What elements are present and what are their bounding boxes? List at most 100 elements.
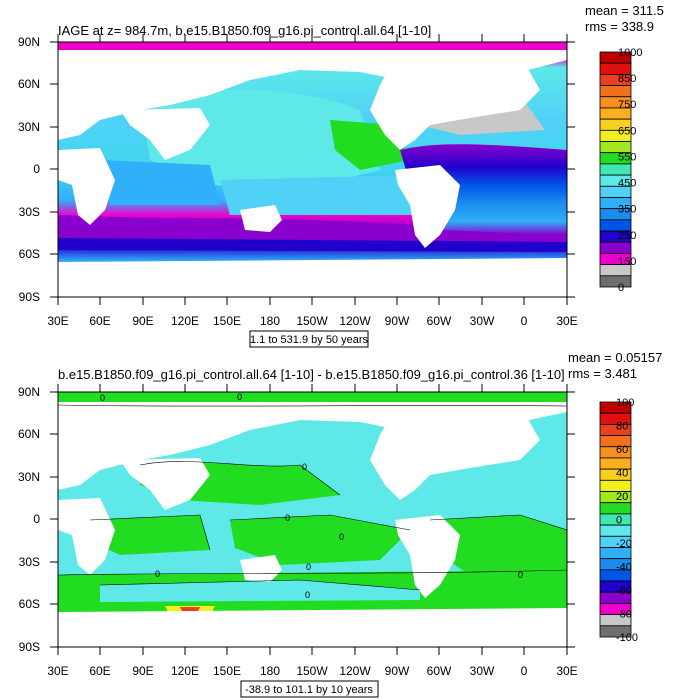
panel-2-contour-label: 0 (306, 562, 311, 572)
panel-2-zone-b (230, 515, 410, 565)
panel-2-land (58, 402, 567, 647)
panel-1-land-asia-south (120, 108, 210, 160)
panel-1-rms: rms = 338.9 (585, 19, 654, 34)
panel-1-contour-info-box (249, 330, 369, 348)
panel-2-map: 0 0 0 0 0 0 0 0 0 (58, 392, 567, 647)
panel-2-xtick: 150E (213, 664, 241, 678)
panel-1-xtick: 120E (171, 314, 199, 328)
panel-1-xtick: 150E (213, 314, 241, 328)
panel-1-indian-ocean-band (100, 160, 220, 205)
panel-1-colorbar-label: 750 (618, 99, 636, 111)
panel-2-land-north-america (370, 405, 540, 500)
panel-1-colorbar-label: 350 (618, 204, 636, 216)
panel-1-ytick: 30S (19, 205, 40, 219)
panel-1-southern-ocean-deep (58, 238, 567, 252)
panel-2-contour-label: 0 (339, 532, 344, 542)
panel-1-map (58, 42, 567, 297)
panel-2-colorbar-box (599, 479, 632, 492)
panel-2-anomaly-patch (180, 607, 200, 611)
panel-1-xtick: 90E (132, 314, 153, 328)
panel-2-contour-label: 0 (155, 569, 160, 579)
panel-2-colorbar-label: 0 (616, 515, 622, 527)
panel-2-colorbar-label: 60 (616, 444, 628, 456)
panel-2-contour-label: 0 (518, 570, 523, 580)
panel-2-land-australia (240, 555, 282, 582)
panel-2-arctic-band (58, 392, 567, 402)
panel-2-ytick: 90N (18, 385, 40, 399)
panel-1-colorbar-label: 650 (618, 125, 636, 137)
panel-2-xtick: 60W (427, 664, 452, 678)
panel-1-x-tick-labels: 30E 60E 90E 120E 150E 180 150W 120W 90W … (47, 314, 577, 328)
panel-1-xtick: 30E (47, 314, 68, 328)
panel-1-land-africa (58, 148, 115, 225)
panel-1-xtick: 60E (89, 314, 110, 328)
panel-1-ytick: 90S (19, 290, 40, 304)
panel-2-contour-label: 0 (302, 462, 307, 472)
panel-2-colorbar-label: 100 (616, 397, 634, 409)
panel-1-ytick: 90N (18, 35, 40, 49)
panel-2-colorbar-label: -40 (616, 562, 632, 574)
panel-1-land-north-america (370, 55, 540, 150)
panel-1-title: IAGE at z= 984.7m, b.e15.B1850.f09_g16.p… (58, 23, 431, 38)
panel-2-colorbar-label: -60 (616, 585, 632, 597)
panel-2-xtick: 60E (89, 664, 110, 678)
panel-2-x-tick-labels: 30E 60E 90E 120E 150E 180 150W 120W 90W … (47, 664, 577, 678)
panel-1-xtick: 150W (296, 314, 328, 328)
panel-1-xtick: 180 (260, 314, 280, 328)
panel-2-contour-info-box (240, 680, 379, 698)
panel-1-colorbar-label: 1000 (618, 47, 642, 59)
panel-2-colorbar-label: -100 (616, 632, 638, 644)
panel-2-land-africa (58, 498, 115, 575)
panel-1-colorbar-label: 250 (618, 230, 636, 242)
panel-2-mean: mean = 0.05157 (568, 350, 662, 365)
panel-2-xtick: 120W (339, 664, 371, 678)
panel-1-axis-ticks (50, 34, 575, 305)
panel-1-land-australia (240, 205, 282, 232)
panel-2-ytick: 30N (18, 470, 40, 484)
panel-2-xtick: 90W (385, 664, 410, 678)
panel-2-xtick: 30E (556, 664, 577, 678)
panel-2-ytick: 90S (19, 640, 40, 654)
panel-1-xtick: 30E (556, 314, 577, 328)
panel-2-colorbar: 100 80 60 40 20 0 -20 -40 -60 -80 -100 (599, 397, 638, 644)
panel-1-contour-info: 1.1 to 531.9 by 50 years (250, 334, 369, 346)
panel-1-ytick: 0 (33, 162, 40, 176)
panel-2-zone-c (430, 515, 567, 575)
panel-1-colorbar-box (599, 85, 632, 98)
panel-1-land-antarctica (58, 258, 567, 297)
panel-2-colorbar-label: 20 (616, 491, 628, 503)
panel-2-xtick: 180 (260, 664, 280, 678)
panel-2-ytick: 60S (19, 597, 40, 611)
panel-2-land-antarctica (58, 608, 567, 647)
panel-1-colorbar: 1000 850 750 650 550 450 350 250 150 0 (599, 47, 642, 294)
panel-2-colorbar-label: 40 (616, 468, 628, 480)
panel-2-colorbar-box (599, 625, 632, 638)
panel-2-contour-label: 0 (100, 393, 105, 403)
panel-2-colorbar-label: -20 (616, 538, 632, 550)
panel-2-contour-labels: 0 0 0 0 0 0 0 0 0 (100, 392, 523, 600)
panel-1-land (58, 50, 567, 297)
panel-2-contour-label: 0 (305, 590, 310, 600)
panel-1-colorbar-label: 450 (618, 178, 636, 190)
panel-2-contour-label: 0 (285, 513, 290, 523)
panel-2-contour-info: -38.9 to 101.1 by 10 years (245, 684, 373, 696)
panel-2: b.e15.B1850.f09_g16.pi_control.all.64 [1… (18, 350, 662, 698)
panel-2-xtick: 90E (132, 664, 153, 678)
panel-2-ytick: 60N (18, 427, 40, 441)
panel-2-colorbar-label: 80 (616, 421, 628, 433)
panel-1-colorbar-box (599, 241, 632, 254)
panel-1-colorbar-label: 550 (618, 151, 636, 163)
panel-2-xtick: 30W (470, 664, 495, 678)
panel-2-land-south-america (395, 515, 460, 598)
panel-2-ytick: 0 (33, 512, 40, 526)
panel-1-colorbar-label: 0 (618, 282, 624, 294)
panel-1-ytick: 60N (18, 77, 40, 91)
panel-1-land-africa-eurasia (58, 50, 567, 140)
panel-1-arctic-band (58, 42, 567, 52)
panel-2-colorbar-label: -80 (616, 609, 632, 621)
panel-2-contour-label: 0 (237, 392, 242, 402)
panel-1-mean: mean = 311.5 (585, 3, 664, 18)
panel-1-xtick: 60W (427, 314, 452, 328)
panel-1-colorbar-box (599, 163, 632, 176)
